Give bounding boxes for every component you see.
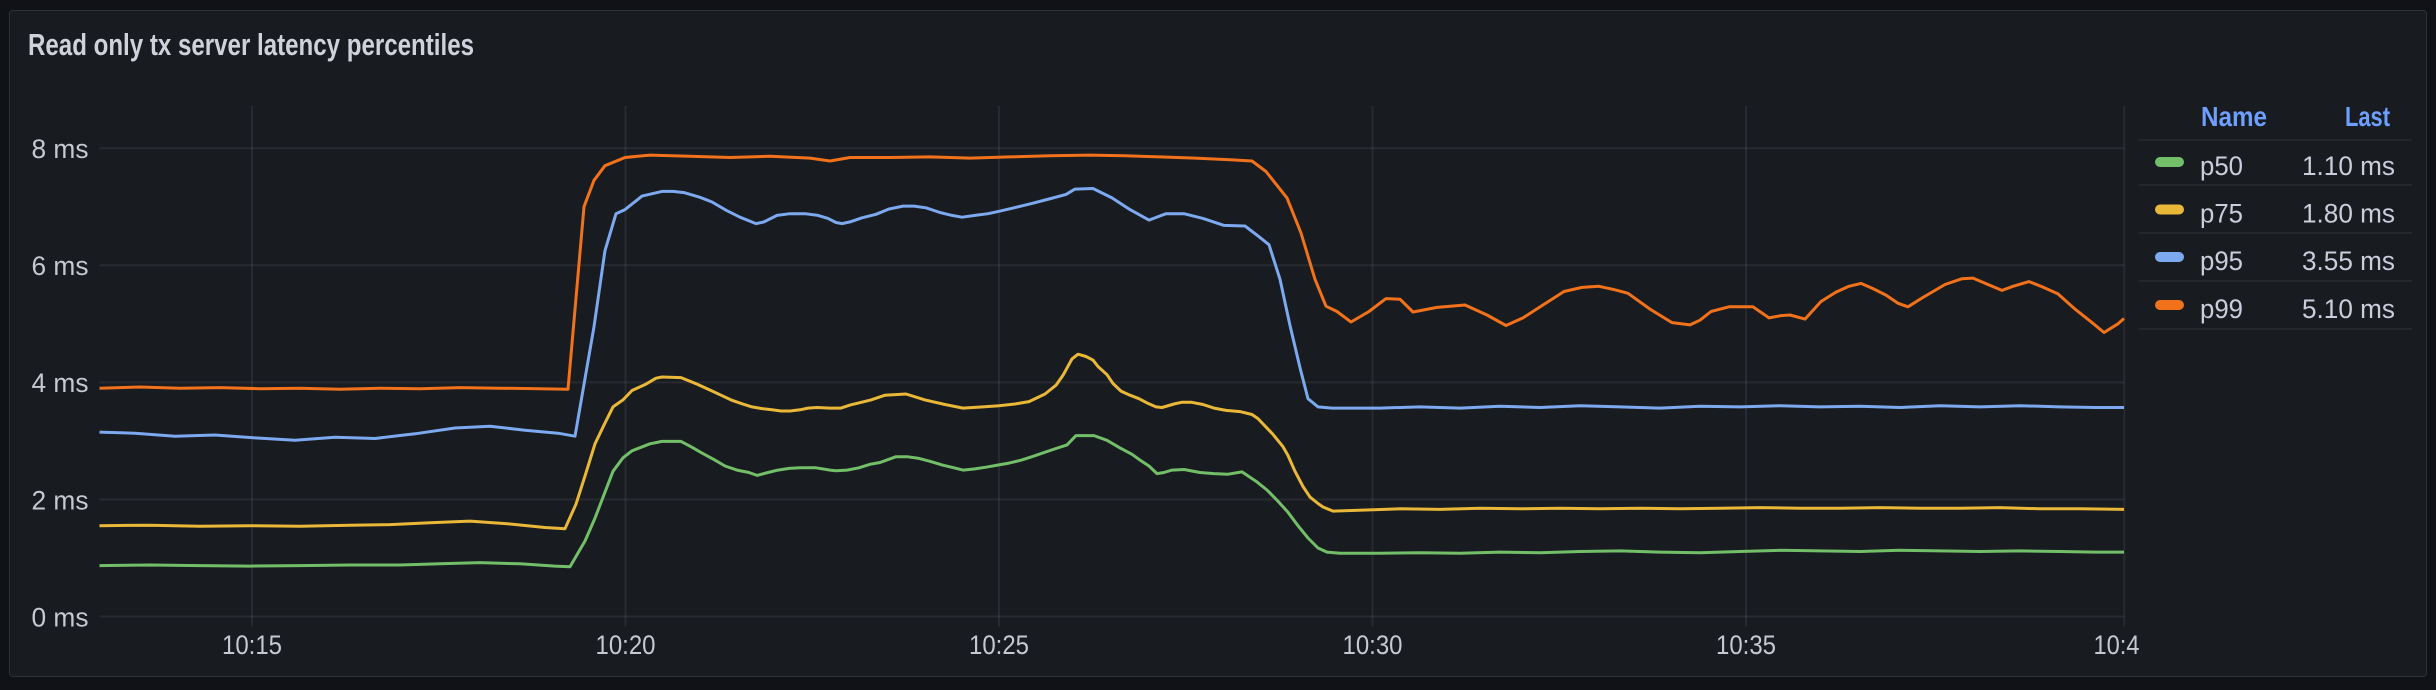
svg-text:10:15: 10:15 bbox=[222, 630, 282, 660]
svg-text:4 ms: 4 ms bbox=[32, 368, 89, 398]
svg-text:p95: p95 bbox=[2200, 246, 2243, 276]
svg-text:10:20: 10:20 bbox=[596, 630, 656, 660]
svg-text:3.55 ms: 3.55 ms bbox=[2302, 246, 2395, 276]
svg-text:6 ms: 6 ms bbox=[32, 251, 89, 281]
svg-text:p50: p50 bbox=[2200, 151, 2243, 181]
svg-text:5.10 ms: 5.10 ms bbox=[2302, 294, 2395, 324]
svg-text:p75: p75 bbox=[2200, 199, 2243, 229]
svg-text:10:35: 10:35 bbox=[1716, 630, 1776, 660]
svg-text:10:30: 10:30 bbox=[1343, 630, 1403, 660]
svg-text:2 ms: 2 ms bbox=[32, 485, 89, 515]
svg-text:Read only tx server latency pe: Read only tx server latency percentiles bbox=[28, 27, 474, 62]
svg-text:10:25: 10:25 bbox=[969, 630, 1029, 660]
svg-text:1.10 ms: 1.10 ms bbox=[2302, 151, 2395, 181]
svg-text:Last: Last bbox=[2345, 101, 2390, 132]
svg-text:1.80 ms: 1.80 ms bbox=[2302, 199, 2395, 229]
svg-text:Name: Name bbox=[2201, 101, 2267, 132]
svg-text:8 ms: 8 ms bbox=[32, 134, 89, 164]
svg-text:0 ms: 0 ms bbox=[32, 602, 89, 632]
svg-text:p99: p99 bbox=[2200, 294, 2243, 324]
svg-text:10:4: 10:4 bbox=[2094, 630, 2140, 660]
